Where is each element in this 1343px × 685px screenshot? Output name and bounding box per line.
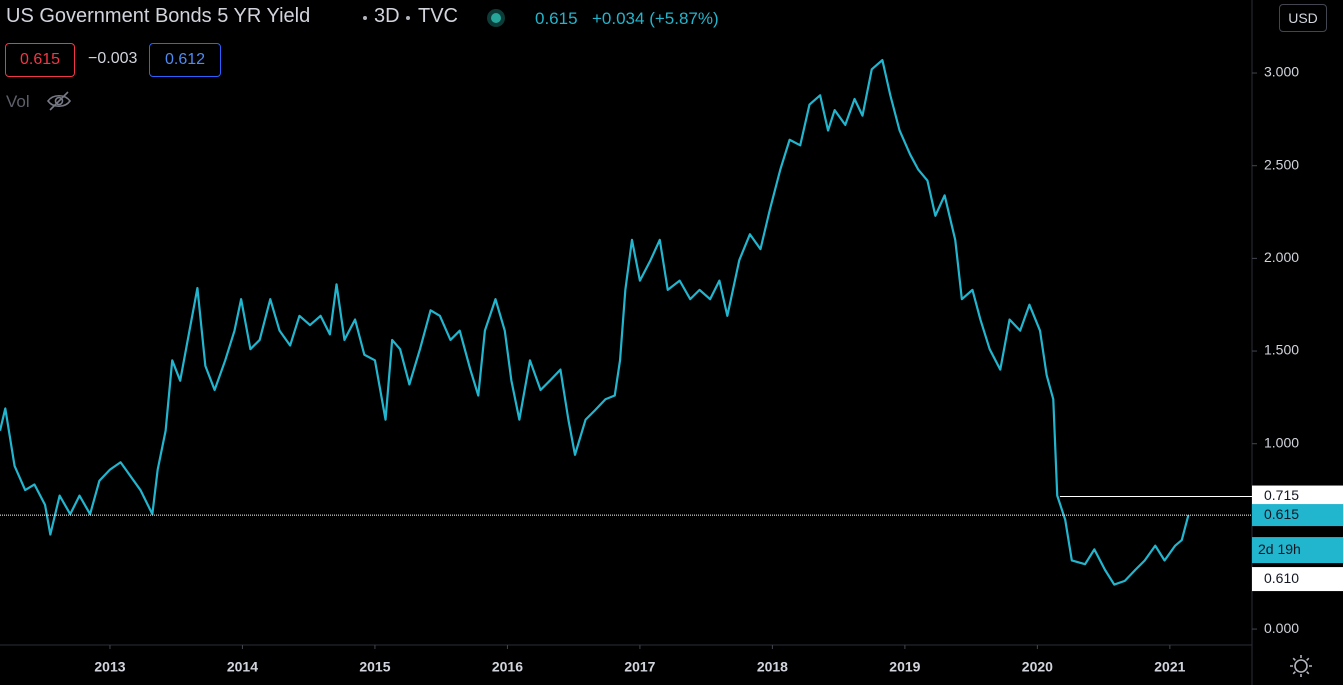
x-tick-label: 2019	[889, 659, 920, 675]
x-tick-label: 2021	[1154, 659, 1185, 675]
last-value: 0.615	[535, 9, 578, 28]
prev-label: 0.610	[1264, 570, 1299, 586]
last-price-label: 0.615	[1264, 506, 1299, 522]
settings-icon[interactable]	[1290, 655, 1312, 677]
open-box: 0.615	[5, 43, 75, 77]
y-tick-label: 0.000	[1264, 620, 1299, 636]
prev-box	[1252, 567, 1343, 592]
status-dot	[491, 13, 501, 23]
y-tick-label: 3.000	[1264, 64, 1299, 80]
interval[interactable]: 3D	[374, 5, 400, 27]
x-tick-label: 2016	[492, 659, 523, 675]
y-tick-label: 2.000	[1264, 249, 1299, 265]
currency-button[interactable]: USD	[1279, 4, 1327, 32]
change-value: +0.034 (+5.87%)	[592, 9, 719, 28]
y-tick-label: 1.500	[1264, 342, 1299, 358]
hide-icon[interactable]	[47, 91, 71, 111]
x-tick-label: 2014	[227, 659, 258, 675]
exchange: TVC	[418, 5, 458, 27]
symbol-title: US Government Bonds 5 YR Yield	[6, 5, 311, 27]
countdown-box	[1252, 537, 1343, 564]
high-label-box	[1252, 485, 1343, 508]
x-tick-label: 2017	[624, 659, 655, 675]
diff-value: −0.003	[88, 50, 138, 67]
price-line	[0, 58, 1190, 586]
x-tick-label: 2020	[1022, 659, 1053, 675]
volume-label: Vol	[6, 92, 30, 111]
x-tick-label: 2015	[359, 659, 390, 675]
close-box: 0.612	[149, 43, 221, 77]
x-tick-label: 2013	[94, 659, 125, 675]
x-tick-label: 2018	[757, 659, 788, 675]
y-tick-label: 2.500	[1264, 156, 1299, 172]
high-label: 0.715	[1264, 487, 1299, 503]
countdown-label: 2d 19h	[1258, 541, 1301, 557]
y-tick-label: 1.000	[1264, 434, 1299, 450]
separator	[406, 16, 410, 20]
last-price-box	[1252, 504, 1343, 527]
separator	[363, 16, 367, 20]
